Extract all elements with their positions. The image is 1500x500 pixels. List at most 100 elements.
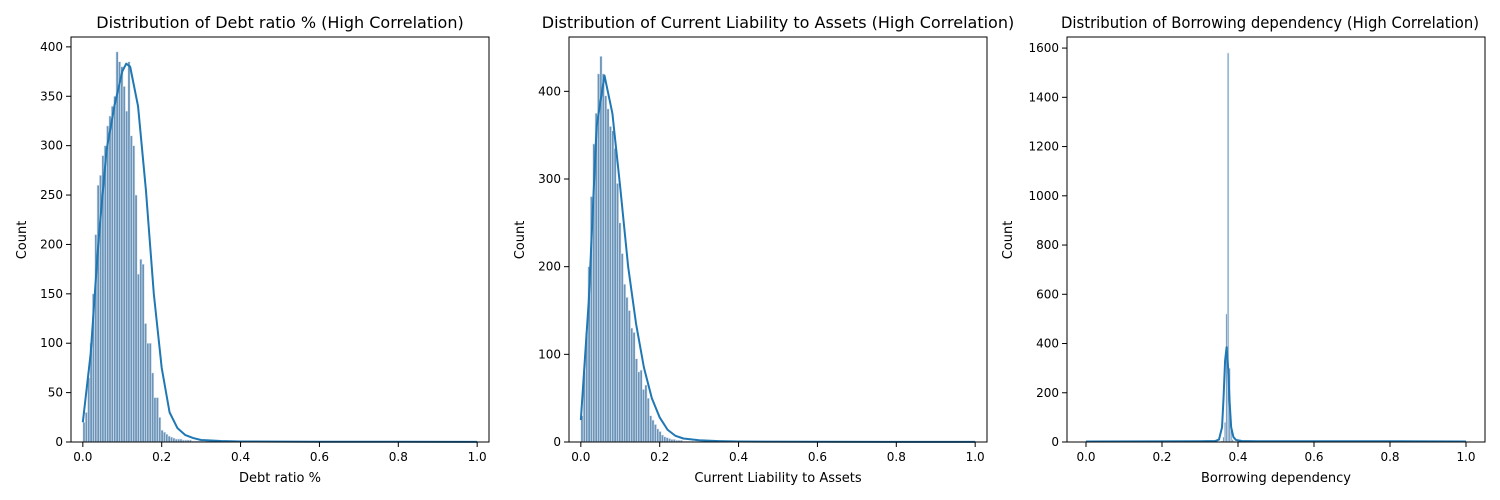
histogram-bar (170, 436, 174, 443)
y-tick-label: 1200 (1028, 140, 1059, 154)
histogram-bar (620, 253, 624, 443)
y-tick-label: 400 (538, 84, 561, 98)
histogram-bar (658, 431, 662, 443)
histogram-bar (129, 135, 133, 443)
x-tick-label: 0.0 (1076, 450, 1095, 464)
histogram-bar (122, 86, 126, 443)
histogram-bar (632, 332, 636, 443)
x-tick-label: 0.0 (571, 450, 590, 464)
histogram-bar (110, 105, 114, 443)
y-tick-label: 250 (40, 188, 63, 202)
histogram-bar (651, 419, 655, 443)
x-tick-label: 0.4 (231, 450, 250, 464)
histogram-bar (108, 115, 112, 443)
y-tick-label: 800 (1036, 238, 1059, 252)
histogram-bar (144, 323, 148, 443)
histogram-bar (160, 429, 164, 443)
histogram-bar (637, 371, 641, 443)
histogram-bar (618, 222, 622, 443)
histogram-bar (134, 194, 138, 443)
histogram-bar (148, 342, 152, 443)
y-tick-label: 150 (40, 287, 63, 301)
histogram-bar (660, 434, 664, 443)
x-axis-label: Borrowing dependency (1201, 471, 1351, 486)
histogram-bar (597, 73, 601, 443)
y-axis-label: Count (15, 221, 30, 260)
axes-frame (568, 36, 988, 443)
histogram-bar (613, 148, 617, 443)
histogram-bar (642, 389, 646, 443)
histogram-bar (172, 437, 176, 443)
histogram-bar (136, 273, 140, 443)
chart-title: Distribution of Current Liability to Ass… (542, 13, 1014, 32)
y-tick-label: 600 (1036, 287, 1059, 301)
histogram-bar (158, 416, 162, 443)
y-tick-label: 200 (40, 237, 63, 251)
histogram-bar (106, 125, 110, 443)
x-tick-label: 0.8 (389, 450, 408, 464)
histogram-bar (153, 397, 157, 443)
histogram-bar (155, 397, 159, 443)
panel-debt-ratio: Distribution of Debt ratio % (High Corre… (15, 13, 490, 486)
x-tick-label: 0.2 (152, 450, 171, 464)
histogram-bar (665, 437, 669, 443)
x-tick-label: 0.8 (887, 450, 906, 464)
y-tick-label: 100 (538, 347, 561, 361)
histogram-bar (611, 130, 615, 443)
chart-title: Distribution of Borrowing dependency (Hi… (1061, 13, 1479, 32)
x-axis-label: Current Liability to Assets (694, 471, 862, 486)
histogram-bar (167, 435, 171, 443)
histogram-bar (115, 51, 119, 443)
histogram-bar (127, 61, 131, 443)
x-tick-label: 0.0 (73, 450, 92, 464)
histogram-bar (608, 126, 612, 443)
y-tick-label: 0 (55, 435, 63, 449)
x-axis-label: Debt ratio % (239, 471, 321, 486)
histogram-bar (113, 95, 117, 443)
histogram-bar (103, 145, 107, 443)
histogram-bar (630, 327, 634, 443)
kde-line (579, 74, 976, 443)
histogram-bar (623, 283, 627, 443)
y-axis-label: Count (1001, 221, 1016, 260)
axes-frame (70, 36, 490, 443)
x-tick-label: 0.4 (729, 450, 748, 464)
histogram-bar (141, 263, 145, 443)
x-tick-label: 0.6 (310, 450, 329, 464)
panel-borrowing-dependency: Distribution of Borrowing dependency (Hi… (1001, 13, 1486, 486)
x-tick-label: 1.0 (1456, 450, 1475, 464)
histogram-bar (84, 412, 88, 443)
histogram-bar (604, 95, 608, 443)
histogram-bar (663, 436, 667, 443)
histogram-bar (118, 61, 121, 443)
panel-current-liability: Distribution of Current Liability to Ass… (513, 13, 1014, 486)
y-tick-label: 100 (40, 336, 63, 350)
histogram-bar (625, 297, 629, 443)
histogram-bar (649, 415, 653, 443)
histogram-bar (599, 55, 603, 443)
histogram-bar (639, 369, 643, 443)
histogram-bar (82, 421, 86, 443)
histogram-bar (646, 397, 650, 443)
y-tick-label: 50 (48, 386, 63, 400)
histogram-bar (656, 428, 660, 443)
x-tick-label: 0.6 (808, 450, 827, 464)
axes-frame (1066, 36, 1486, 443)
histogram-bar (132, 145, 136, 443)
histogram-bar (616, 183, 619, 443)
histogram-bar (653, 424, 657, 443)
y-tick-label: 0 (1051, 435, 1059, 449)
histogram-bar (125, 110, 129, 443)
histogram-bar (634, 358, 638, 443)
histogram-bar (601, 73, 605, 443)
histogram-bar (151, 372, 155, 443)
y-tick-label: 200 (1036, 386, 1059, 400)
y-tick-label: 350 (40, 89, 63, 103)
y-tick-label: 1600 (1028, 41, 1059, 55)
histogram-bar (606, 108, 610, 443)
y-tick-label: 400 (40, 40, 63, 54)
histogram-bar (627, 310, 631, 443)
y-tick-label: 1400 (1028, 90, 1059, 104)
x-tick-label: 1.0 (468, 450, 487, 464)
